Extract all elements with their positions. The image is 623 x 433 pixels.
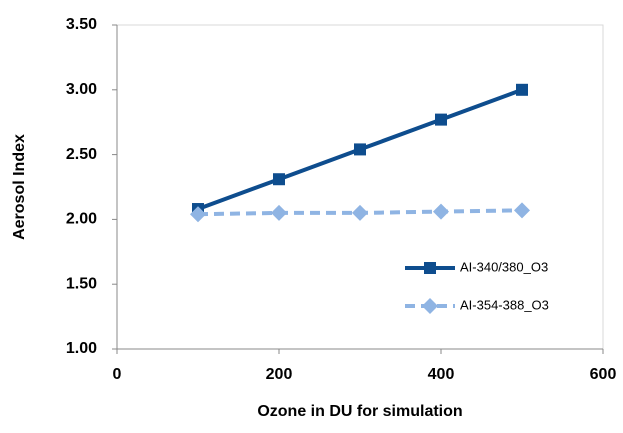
data-point — [516, 83, 528, 96]
legend-label: AI-354-388_O3 — [460, 297, 549, 312]
legend-label: AI-340/380_O3 — [460, 259, 548, 274]
data-point — [435, 113, 447, 126]
y-tick-label: 1.50 — [66, 275, 97, 292]
y-tick-label: 2.50 — [66, 146, 97, 163]
data-point — [352, 204, 368, 221]
y-axis-label: Aerosol Index — [11, 134, 28, 240]
y-tick-label: 2.00 — [66, 211, 97, 228]
x-tick-label: 0 — [113, 366, 122, 383]
y-tick-label: 3.00 — [66, 81, 97, 98]
data-point — [433, 203, 449, 220]
x-tick-label: 600 — [590, 366, 617, 383]
x-tick-label: 200 — [266, 366, 293, 383]
data-point — [271, 204, 287, 221]
x-tick-label: 400 — [428, 366, 455, 383]
data-point — [354, 143, 366, 156]
legend-marker — [424, 262, 436, 274]
y-tick-label: 3.50 — [66, 16, 97, 33]
x-axis-label: Ozone in DU for simulation — [257, 403, 462, 420]
data-point — [273, 173, 285, 186]
y-tick-label: 1.00 — [66, 340, 97, 357]
legend-marker — [422, 298, 438, 314]
data-point — [514, 202, 530, 219]
data-point — [190, 206, 206, 223]
